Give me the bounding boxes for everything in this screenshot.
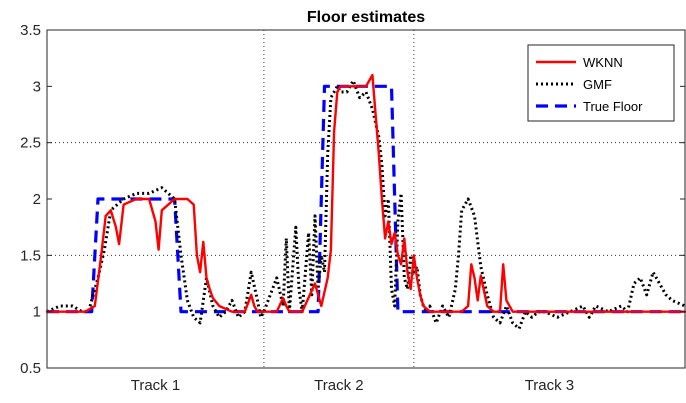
x-axis: Track 1 Track 2 Track 3 bbox=[131, 377, 574, 394]
chart-title: Floor estimates bbox=[307, 9, 425, 26]
legend-label: True Floor bbox=[583, 99, 643, 114]
y-tick-label: 1 bbox=[33, 304, 41, 321]
x-tick-label: Track 1 bbox=[131, 377, 180, 394]
grid bbox=[47, 30, 685, 368]
y-tick-label: 0.5 bbox=[20, 360, 41, 377]
series-line-wknn bbox=[45, 73, 686, 313]
series-line-gmf bbox=[46, 79, 686, 331]
y-tick-label: 3 bbox=[33, 78, 41, 95]
y-tick-label: 2.5 bbox=[20, 135, 41, 152]
x-tick-label: Track 3 bbox=[525, 377, 574, 394]
legend-label: GMF bbox=[583, 77, 612, 92]
y-tick-label: 1.5 bbox=[20, 247, 41, 264]
y-tick-label: 3.5 bbox=[20, 22, 41, 39]
legend: WKNN GMF True Floor bbox=[527, 44, 675, 122]
series-group bbox=[45, 73, 686, 331]
x-tick-label: Track 2 bbox=[314, 377, 363, 394]
y-axis: 0.5 1 1.5 2 2.5 3 3.5 bbox=[20, 22, 685, 377]
series-line-true-floor bbox=[47, 84, 685, 314]
legend-label: WKNN bbox=[583, 55, 623, 70]
y-tick-label: 2 bbox=[33, 191, 41, 208]
